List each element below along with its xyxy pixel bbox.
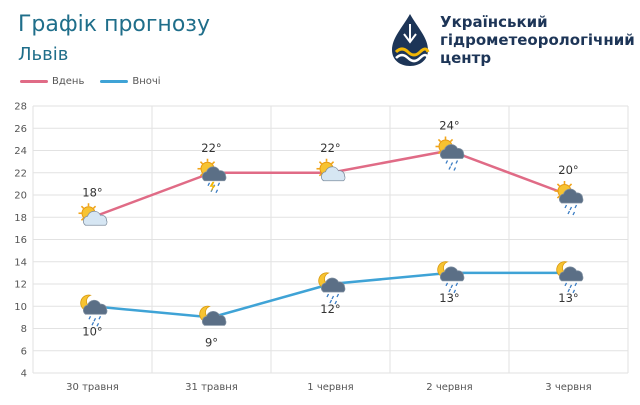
legend-item-day[interactable]: Вдень	[20, 76, 84, 87]
legend: Вдень Вночі	[20, 76, 171, 87]
day-data-label: 24°	[439, 119, 459, 133]
y-tick-label: 4	[21, 369, 27, 380]
night-data-label: 13°	[558, 291, 578, 305]
sun-cloud-icon	[316, 158, 346, 182]
y-tick-label: 20	[14, 191, 27, 202]
y-tick-label: 6	[21, 346, 27, 357]
night-data-label: 13°	[439, 291, 459, 305]
legend-swatch-day	[20, 80, 48, 83]
y-tick-label: 8	[21, 324, 27, 335]
legend-label-night: Вночі	[132, 76, 161, 87]
x-tick-label: 1 червня	[307, 382, 353, 393]
y-tick-label: 26	[14, 124, 27, 135]
moon-rain-icon	[556, 261, 584, 294]
x-tick-label: 2 червня	[426, 382, 472, 393]
sun-storm-rain-icon	[197, 158, 227, 194]
y-tick-label: 14	[14, 257, 27, 268]
logo-line-3: центр	[440, 49, 492, 67]
moon-rain-icon	[437, 261, 465, 294]
y-tick-label: 12	[14, 280, 27, 291]
logo-line-1: Український	[440, 13, 548, 31]
day-data-label: 22°	[320, 141, 340, 155]
legend-label-day: Вдень	[52, 76, 85, 87]
chart-title: Графік прогнозу	[18, 12, 210, 37]
day-data-label: 18°	[82, 185, 102, 199]
day-data-label: 20°	[558, 163, 578, 177]
y-tick-label: 18	[14, 213, 27, 224]
city-name: Львів	[18, 44, 69, 65]
night-data-label: 10°	[82, 324, 102, 338]
moon-rain-icon	[318, 272, 346, 305]
y-tick-label: 28	[14, 102, 27, 113]
moon-cloud-icon	[199, 305, 227, 326]
night-data-label: 12°	[320, 302, 340, 316]
legend-item-night[interactable]: Вночі	[100, 76, 161, 87]
x-tick-label: 31 травня	[185, 382, 238, 393]
logo: Український гідрометеорологічний центр	[388, 12, 635, 68]
sun-rain-icon	[554, 181, 584, 216]
legend-swatch-night	[100, 80, 129, 83]
y-tick-label: 24	[14, 146, 27, 157]
sun-cloud-icon	[78, 203, 108, 226]
x-tick-label: 30 травня	[66, 382, 119, 393]
moon-rain-icon	[80, 294, 108, 327]
y-tick-label: 16	[14, 235, 27, 246]
y-tick-label: 10	[14, 302, 27, 313]
night-data-label: 9°	[205, 335, 218, 349]
day-data-label: 22°	[201, 141, 221, 155]
logo-line-2: гідрометеорологічний	[440, 31, 635, 49]
sun-rain-icon	[435, 136, 465, 171]
day-series-line	[91, 149, 570, 219]
x-tick-label: 3 червня	[545, 382, 591, 393]
y-tick-label: 22	[14, 168, 27, 179]
logo-drop-icon	[392, 14, 430, 66]
